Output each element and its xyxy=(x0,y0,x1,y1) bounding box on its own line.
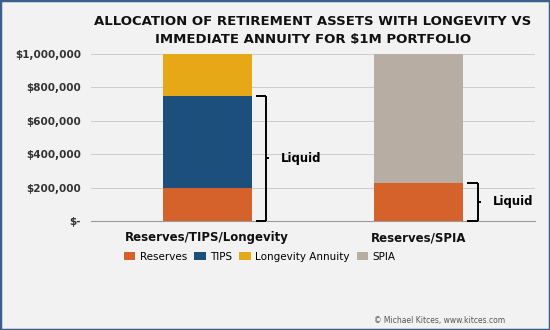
Title: ALLOCATION OF RETIREMENT ASSETS WITH LONGEVITY VS
IMMEDIATE ANNUITY FOR $1M PORT: ALLOCATION OF RETIREMENT ASSETS WITH LON… xyxy=(94,15,531,46)
Text: Liquid: Liquid xyxy=(493,195,533,208)
Text: © Michael Kitces, www.kitces.com: © Michael Kitces, www.kitces.com xyxy=(374,316,505,325)
Bar xyxy=(374,182,463,221)
Bar xyxy=(374,54,463,182)
Legend: Reserves, TIPS, Longevity Annuity, SPIA: Reserves, TIPS, Longevity Annuity, SPIA xyxy=(120,248,399,266)
Bar xyxy=(163,187,251,221)
Bar xyxy=(163,54,251,96)
Text: Liquid: Liquid xyxy=(281,152,322,165)
Bar xyxy=(163,96,251,187)
